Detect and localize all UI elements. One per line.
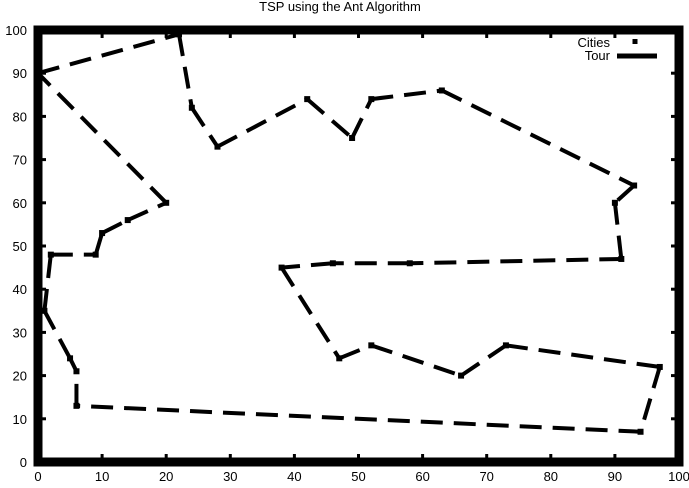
x-tick-label: 70: [479, 469, 493, 484]
y-tick-label: 100: [5, 23, 27, 38]
x-axis-ticks: 0 10 20 30 40 50 60 70 80 90 100: [34, 30, 689, 484]
city-point: [329, 260, 336, 267]
tour-segment: [76, 403, 641, 434]
tour-segment: [370, 343, 462, 378]
city-point: [278, 264, 285, 271]
city-point: [656, 363, 663, 370]
city-point: [438, 87, 445, 94]
legend: Cities Tour: [577, 35, 657, 63]
city-point: [163, 199, 170, 206]
tour-segment: [371, 88, 443, 102]
city-point: [637, 428, 644, 435]
city-point: [92, 251, 99, 258]
tour-segment: [505, 343, 661, 369]
city-point: [124, 217, 131, 224]
y-axis-ticks: 0 10 20 30 40 50 60 70 80 90 100: [5, 23, 679, 470]
chart-title: TSP using the Ant Algorithm: [259, 0, 421, 14]
legend-label-tour: Tour: [585, 48, 611, 63]
city-point: [618, 255, 625, 262]
tour-segment: [459, 343, 508, 378]
tour-segment: [42, 254, 53, 312]
city-point: [47, 251, 54, 258]
x-tick-label: 40: [287, 469, 301, 484]
city-point: [368, 342, 375, 349]
cities-markers: [35, 31, 663, 435]
x-tick-label: 80: [544, 469, 558, 484]
tour-segment: [37, 32, 180, 76]
city-point: [73, 368, 80, 375]
tour-segment: [305, 97, 354, 140]
tour-segment: [440, 88, 636, 188]
tour-segment: [190, 106, 220, 148]
tour-segment: [338, 343, 373, 361]
x-tick-label: 10: [95, 469, 109, 484]
city-point: [188, 104, 195, 111]
tour-segment: [638, 366, 662, 433]
y-tick-label: 20: [13, 369, 27, 384]
tour-segment: [126, 200, 168, 222]
y-tick-label: 90: [13, 66, 27, 81]
city-point: [41, 307, 48, 314]
tour-segment: [281, 261, 334, 270]
tour-path: [36, 32, 662, 434]
tour-segment: [350, 98, 374, 139]
city-point: [349, 135, 356, 141]
tour-segment: [36, 71, 168, 205]
tour-segment: [93, 232, 105, 256]
city-point: [67, 355, 74, 362]
city-point: [304, 96, 311, 103]
y-tick-label: 50: [13, 239, 27, 254]
x-tick-label: 20: [159, 469, 173, 484]
city-point: [406, 260, 413, 267]
x-tick-label: 90: [608, 469, 622, 484]
x-tick-label: 60: [415, 469, 429, 484]
tour-segment: [612, 202, 624, 260]
y-tick-label: 30: [13, 325, 27, 340]
y-tick-label: 60: [13, 196, 27, 211]
tour-segment: [101, 218, 129, 235]
city-point: [214, 143, 221, 150]
y-tick-label: 10: [13, 412, 27, 427]
legend-label-cities: Cities: [577, 35, 610, 50]
y-tick-label: 40: [13, 282, 27, 297]
legend-marker-cities: [632, 39, 638, 44]
y-tick-label: 70: [13, 153, 27, 168]
tour-segment: [279, 266, 341, 360]
city-point: [73, 402, 80, 409]
x-tick-label: 0: [34, 469, 41, 484]
tour-segment: [409, 256, 622, 266]
city-point: [631, 182, 638, 189]
tour-segment: [177, 33, 194, 109]
city-point: [502, 342, 509, 349]
tour-segment: [216, 97, 309, 149]
tour-segment: [613, 184, 636, 205]
y-tick-label: 80: [13, 109, 27, 124]
x-tick-label: 100: [668, 469, 689, 484]
city-point: [368, 96, 375, 103]
x-tick-label: 30: [223, 469, 237, 484]
city-point: [611, 199, 618, 206]
x-tick-label: 50: [351, 469, 365, 484]
city-point: [99, 230, 106, 237]
city-point: [458, 372, 465, 379]
plot-frame: [33, 25, 684, 467]
y-tick-label: 0: [20, 455, 27, 470]
tour-segment: [42, 309, 72, 360]
city-point: [336, 355, 343, 362]
